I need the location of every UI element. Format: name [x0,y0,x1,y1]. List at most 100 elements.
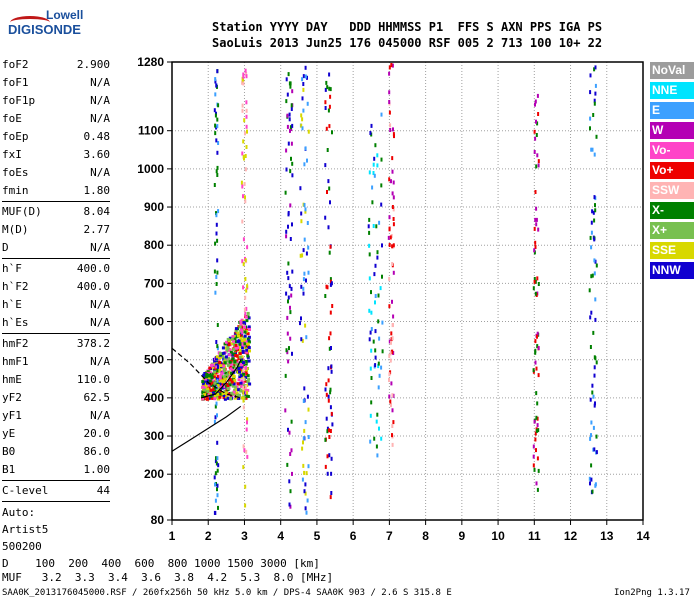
parameter-value: 0.48 [83,130,111,143]
echo-point [390,381,393,386]
echo-point [217,463,220,468]
echo-point [241,330,244,335]
echo-point [327,394,330,399]
echo-point [302,74,305,79]
echo-point [391,349,394,354]
echo-point [302,286,305,291]
echo-point [231,368,235,372]
echo-point [537,282,540,286]
x-tick-label: 6 [350,529,357,543]
echo-point [216,440,219,445]
echo-point [368,217,371,222]
echo-point [227,357,231,361]
y-tick-label: 1280 [137,55,164,69]
parameter-name: foEs [2,166,29,179]
echo-point [391,433,393,438]
echo-point [230,365,234,369]
echo-point [376,250,379,255]
echo-point [234,354,238,357]
echo-point [238,355,242,359]
parameter-row: foEp 0.48 [2,128,110,146]
echo-point [306,498,309,503]
echo-point [209,394,213,398]
echo-point [216,124,219,129]
echo-point [330,411,333,416]
echo-point [228,383,232,387]
echo-point [243,118,246,123]
echo-point [214,113,217,118]
echo-point [286,124,289,129]
echo-point [595,434,598,439]
echo-point [388,227,391,232]
echo-point [285,291,288,296]
echo-point [371,200,374,205]
echo-point [535,133,538,137]
parameter-value: N/A [90,112,110,125]
echo-point [373,272,376,277]
echo-point [594,208,597,213]
echo-point [593,98,596,103]
echo-point [242,262,245,267]
echo-point [244,167,247,172]
echo-point [241,259,244,264]
echo-point [303,428,306,433]
echo-point [245,319,249,323]
echo-point [222,364,225,368]
echo-point [245,108,248,113]
x-tick-label: 9 [459,529,466,543]
echo-point [381,274,383,279]
echo-point [224,377,227,381]
echo-point [286,331,289,336]
echo-point [215,211,217,216]
echo-point [533,279,536,284]
parameter-value: 110.0 [76,373,110,386]
echo-point [227,343,231,347]
echo-point [211,363,215,367]
echo-point [216,393,220,396]
echo-point [217,103,220,108]
echo-point [244,199,247,204]
echo-point [245,348,249,352]
parameter-separator [2,258,110,259]
echo-point [215,83,218,88]
echo-cluster [367,112,384,458]
parameter-name: C-level [2,484,49,497]
echo-point [210,376,214,380]
echo-point [216,468,219,473]
echo-point [302,87,305,92]
echo-point [372,162,375,167]
echo-point [215,138,218,143]
echo-point [284,373,287,378]
echo-point [535,119,537,124]
x-tick-label: 2 [205,529,212,543]
echo-point [532,463,535,468]
echo-point [246,454,249,459]
echo-point [233,378,237,382]
echo-point [207,387,211,391]
legend-item-vo-: Vo- [650,142,694,159]
echo-point [217,141,220,145]
echo-point [378,336,381,341]
echo-point [215,231,218,236]
echo-point [324,437,327,442]
echo-point [234,343,238,347]
echo-point [389,351,392,356]
echo-point [328,104,331,109]
echo-point [374,300,376,305]
echo-point [290,103,293,108]
echo-point [533,226,536,231]
echo-point [537,163,540,168]
echo-point [376,153,379,158]
echo-point [222,375,226,379]
echo-point [595,134,598,139]
echo-point [246,315,250,319]
echo-point [213,183,216,187]
parameter-value: N/A [90,94,110,107]
echo-point [288,117,291,122]
echo-point [324,87,327,92]
echo-point [201,380,205,384]
echo-point [246,129,248,134]
echo-point [532,454,535,459]
echo-point [244,503,247,508]
echo-point [236,382,240,386]
